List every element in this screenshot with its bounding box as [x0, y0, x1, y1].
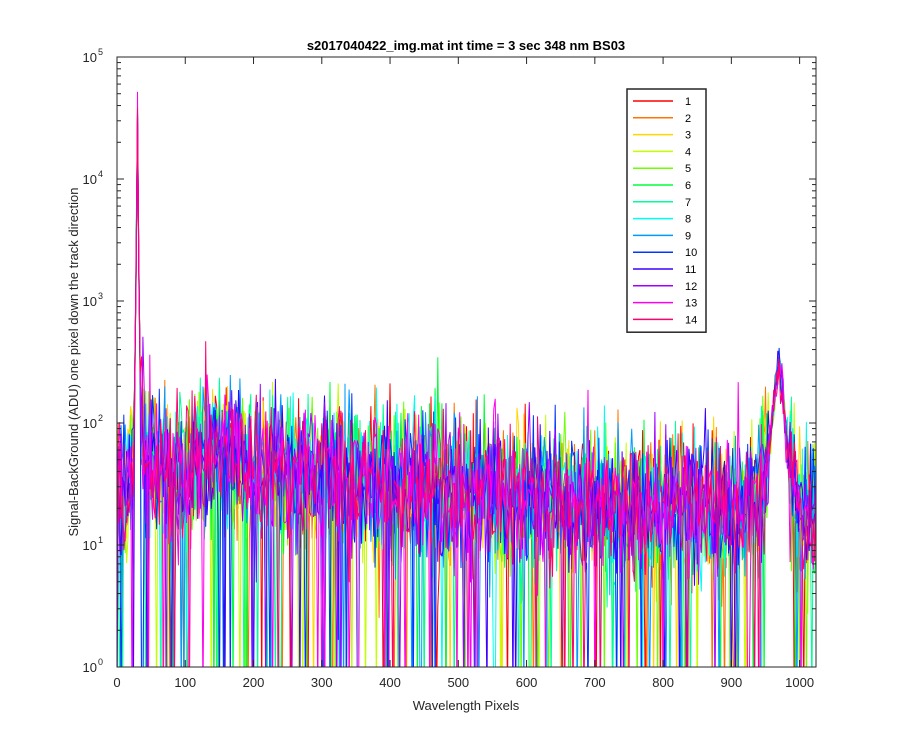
- legend-label-7: 7: [685, 197, 691, 209]
- x-tick-label: 800: [652, 675, 674, 690]
- y-tick-exponent: 3: [98, 291, 103, 301]
- y-tick-exponent: 5: [98, 47, 103, 57]
- legend-label-9: 9: [685, 230, 691, 242]
- legend-label-12: 12: [685, 281, 697, 293]
- series-layer: [117, 91, 816, 667]
- x-tick-label: 0: [113, 675, 120, 690]
- legend-label-2: 2: [685, 113, 691, 125]
- legend-label-14: 14: [685, 314, 697, 326]
- legend-label-8: 8: [685, 214, 691, 226]
- legend-box: [626, 88, 707, 333]
- y-tick-exponent: 1: [98, 535, 103, 545]
- y-tick-exponent: 0: [98, 657, 103, 667]
- y-tick-label: 10: [83, 172, 97, 187]
- x-axis-label: Wavelength Pixels: [413, 698, 520, 713]
- x-tick-label: 1000: [785, 675, 814, 690]
- y-tick-label: 10: [83, 50, 97, 65]
- y-axis-label: Signal-BackGround (ADU) one pixel down t…: [66, 187, 81, 536]
- legend-label-4: 4: [685, 146, 691, 158]
- y-tick-label: 10: [83, 294, 97, 309]
- y-tick-label: 10: [83, 660, 97, 675]
- x-tick-label: 500: [447, 675, 469, 690]
- plot-frame: [116, 56, 817, 668]
- x-tick-label: 600: [516, 675, 538, 690]
- x-tick-label: 300: [311, 675, 333, 690]
- y-tick-exponent: 4: [98, 169, 103, 179]
- x-tick-label: 100: [174, 675, 196, 690]
- y-tick-exponent: 2: [98, 413, 103, 423]
- x-tick-label: 200: [243, 675, 265, 690]
- series-line-14: [117, 107, 816, 667]
- legend-label-11: 11: [685, 264, 696, 276]
- legend-label-10: 10: [685, 247, 697, 259]
- series-line-11: [117, 115, 816, 667]
- legend-label-1: 1: [685, 96, 691, 108]
- x-tick-label: 900: [721, 675, 743, 690]
- x-tick-label: 700: [584, 675, 606, 690]
- chart-title: s2017040422_img.mat int time = 3 sec 348…: [307, 38, 625, 53]
- legend-label-13: 13: [685, 298, 697, 310]
- legend-label-5: 5: [685, 163, 691, 175]
- y-tick-label: 10: [83, 538, 97, 553]
- legend-label-6: 6: [685, 180, 691, 192]
- y-tick-label: 10: [83, 416, 97, 431]
- x-tick-label: 400: [379, 675, 401, 690]
- legend-label-3: 3: [685, 130, 691, 142]
